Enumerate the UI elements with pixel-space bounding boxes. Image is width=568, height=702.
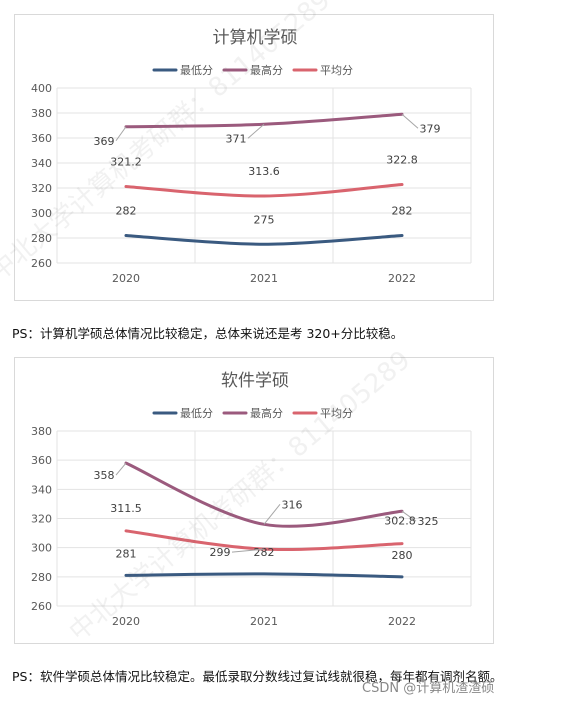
leader-line	[263, 504, 281, 525]
data-label: 316	[282, 498, 303, 511]
x-tick-label: 2020	[112, 272, 140, 285]
data-label: 369	[94, 135, 115, 148]
x-tick-label: 2022	[388, 615, 416, 628]
y-tick-label: 280	[31, 571, 52, 584]
x-tick-label: 2020	[112, 615, 140, 628]
y-tick-label: 280	[31, 232, 52, 245]
legend-label: 最低分	[180, 64, 213, 77]
data-label: 302.8	[384, 515, 416, 528]
series-line	[124, 461, 404, 528]
chart-title: 计算机学硕	[213, 28, 298, 48]
data-label: 299	[210, 546, 231, 559]
y-tick-label: 260	[31, 257, 52, 270]
y-tick-label: 380	[31, 107, 52, 120]
leader-line	[115, 126, 127, 142]
legend-label: 平均分	[320, 64, 353, 77]
data-label: 275	[254, 213, 275, 226]
y-tick-label: 260	[31, 600, 52, 613]
leader-line	[115, 462, 127, 476]
data-label: 358	[94, 469, 115, 482]
y-tick-label: 400	[31, 82, 52, 95]
data-label: 281	[116, 547, 137, 560]
series-line	[124, 183, 404, 198]
y-tick-label: 300	[31, 542, 52, 555]
leader-line	[401, 510, 417, 522]
leader-line	[401, 113, 419, 129]
legend-label: 最低分	[180, 407, 213, 420]
y-tick-label: 380	[31, 425, 52, 438]
data-label: 282	[254, 546, 275, 559]
y-tick-label: 320	[31, 513, 52, 526]
y-tick-label: 320	[31, 182, 52, 195]
legend-label: 最高分	[250, 406, 283, 420]
y-tick-label: 300	[31, 207, 52, 220]
y-tick-label: 360	[31, 132, 52, 145]
data-label: 313.6	[248, 165, 280, 178]
data-label: 282	[116, 205, 137, 218]
x-tick-label: 2021	[250, 272, 278, 285]
chart-software: 软件学硕最低分 最高分 平均分 260 280 300 320 340 360 380 2020 20…	[14, 357, 494, 644]
y-tick-label: 340	[31, 483, 52, 496]
y-tick-label: 340	[31, 157, 52, 170]
y-tick-label: 360	[31, 454, 52, 467]
data-label: 379	[420, 122, 441, 135]
x-tick-label: 2021	[250, 615, 278, 628]
note-computer: PS：计算机学硕总体情况比较稳定，总体来说还是考 320+分比较稳。	[12, 326, 404, 341]
legend-label: 最高分	[250, 63, 283, 77]
legend-label: 平均分	[320, 407, 353, 420]
data-label: 325	[418, 515, 439, 528]
series-line	[124, 234, 404, 246]
chart-title: 软件学硕	[221, 371, 289, 391]
data-label: 322.8	[386, 154, 418, 167]
x-tick-label: 2022	[388, 272, 416, 285]
data-label: 282	[392, 205, 413, 218]
leader-line	[231, 548, 265, 553]
series-line	[124, 572, 404, 579]
leader-line	[247, 123, 265, 139]
chart-computer: 计算机学硕最低分 最高分 平均分 260 280 300 320 340 360 380 400 20…	[14, 14, 494, 301]
data-label: 280	[392, 549, 413, 562]
data-label: 371	[226, 132, 247, 145]
data-label: 321.2	[110, 156, 142, 169]
note-software: PS：软件学硕总体情况比较稳定。最低录取分数线过复试线就很稳，每年都有调剂名额。	[12, 669, 503, 684]
credit-text: CSDN @计算机渣渣硕	[362, 681, 495, 696]
data-label: 311.5	[110, 502, 142, 515]
